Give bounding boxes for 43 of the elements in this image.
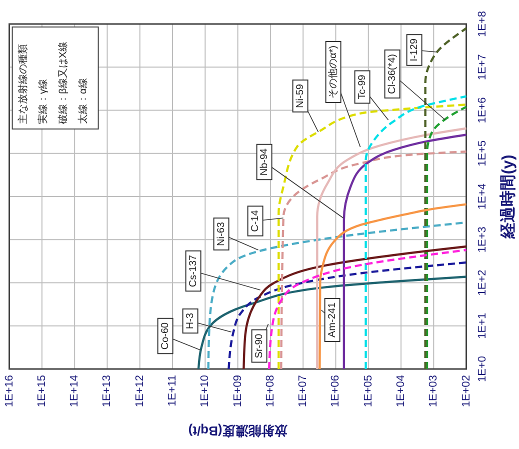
text: I-129 [408, 38, 420, 62]
text: Co-60 [160, 322, 171, 350]
x-tick-label: 1E+10 [199, 375, 212, 408]
text: Am-241 [326, 302, 338, 338]
y-tick-label: 1E+6 [476, 97, 488, 124]
x-tick-label: 1E+02 [460, 375, 472, 408]
text: Sr-90 [254, 333, 265, 358]
y-tick-label: 1E+4 [476, 184, 488, 210]
x-tick-label: 1E+06 [330, 375, 342, 408]
x-tick-label: 1E+07 [297, 375, 310, 408]
text: H-3 [184, 312, 196, 330]
y-tick-label: 1E+3 [476, 226, 488, 253]
y-axis-title: 経過時間(y) [498, 154, 517, 240]
x-tick-label: 1E+09 [232, 375, 244, 408]
y-tick-label: 1E+5 [476, 140, 488, 166]
x-tick-label: 1E+12 [134, 375, 146, 408]
y-tick-label: 1E+0 [476, 356, 488, 382]
x-tick-label: 1E+08 [264, 375, 276, 408]
x-tick-label: 1E+15 [36, 375, 48, 408]
y-tick-label: 1E+1 [476, 312, 488, 339]
y-tick-label: 1E+2 [476, 270, 488, 296]
text: Ni-63 [216, 222, 227, 246]
annotation: 破線：β線又はX線 [56, 42, 69, 125]
x-tick-label: 1E+13 [101, 375, 114, 408]
x-tick-label: 1E+03 [428, 375, 440, 408]
y-tick-label: 1E+7 [476, 54, 488, 80]
text: Tc-99 [356, 74, 368, 100]
text: その他のα*) [326, 45, 339, 99]
x-tick-label: 1E+16 [3, 375, 16, 408]
annotation: 主な放射線の種類 [16, 44, 29, 124]
x-tick-label: 1E+11 [166, 375, 179, 406]
text: Cl-36(*4) [386, 54, 398, 94]
x-tick-label: 1E+05 [362, 375, 374, 408]
x-tick-label: 1E+04 [395, 375, 408, 408]
annotation: 実線：γ線 [36, 79, 49, 124]
x-axis-title: 放射能濃度(Bq/t) [188, 424, 288, 438]
text: Ni-59 [294, 84, 306, 108]
text: Cs-137 [188, 254, 199, 288]
x-tick-label: 1E+14 [68, 375, 81, 408]
y-tick-label: 1E+8 [476, 11, 488, 37]
annotation: 太線：α線 [76, 78, 89, 124]
text: C-14 [250, 210, 261, 232]
text: Nb-94 [258, 148, 270, 176]
